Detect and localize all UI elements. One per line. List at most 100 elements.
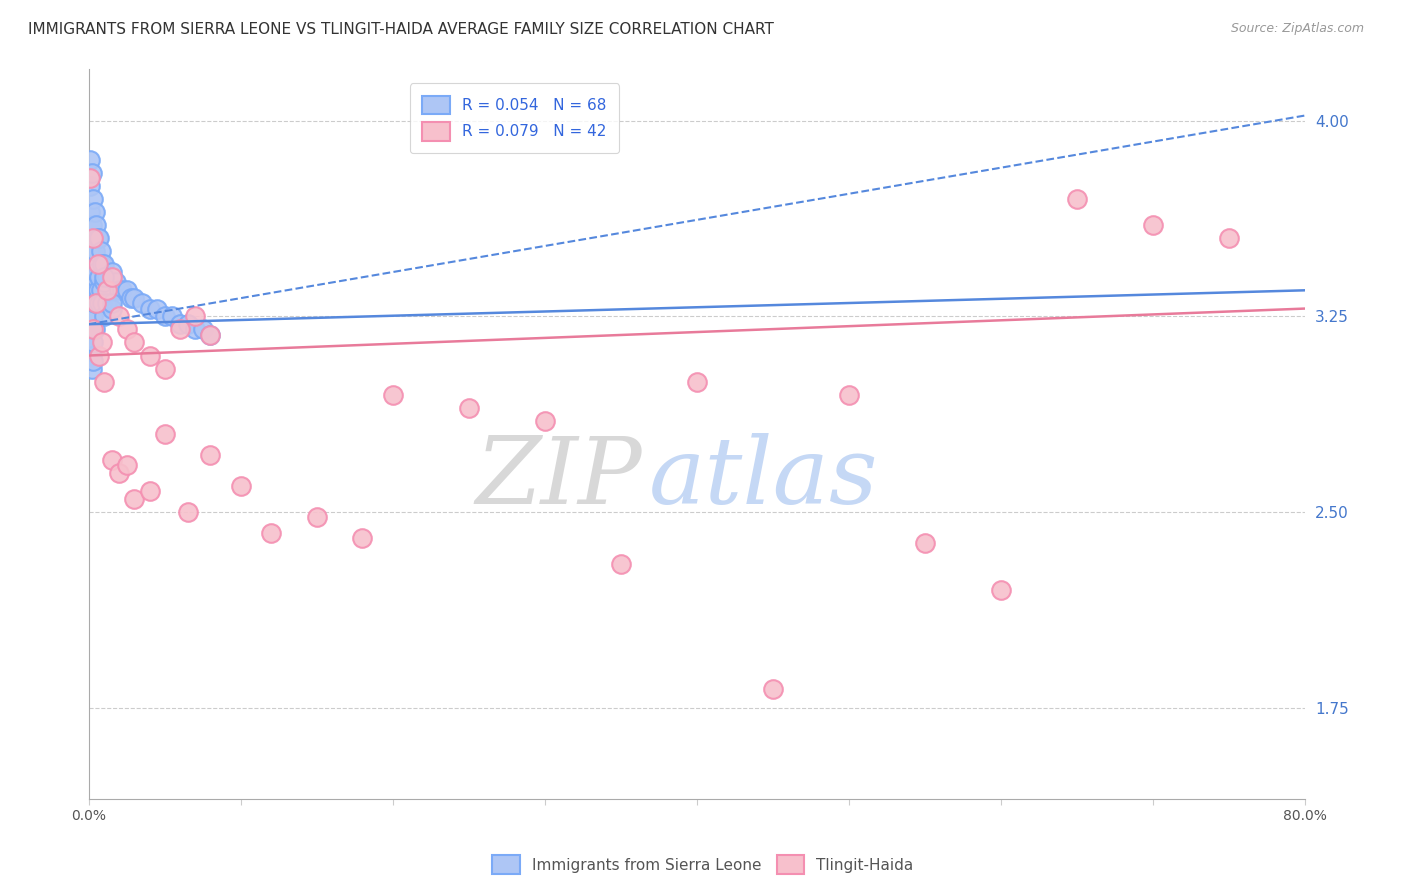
- Point: [93, 276, 115, 290]
- Point: [82, 353, 104, 368]
- Point: [83, 296, 105, 310]
- Point: [162, 310, 184, 324]
- Point: [153, 310, 176, 324]
- Point: [184, 310, 207, 324]
- Point: [115, 283, 138, 297]
- Point: [89, 270, 111, 285]
- Text: Source: ZipAtlas.com: Source: ZipAtlas.com: [1230, 22, 1364, 36]
- Point: [124, 335, 146, 350]
- Point: [83, 205, 105, 219]
- Point: [381, 387, 404, 401]
- Point: [534, 414, 557, 428]
- Point: [82, 283, 104, 297]
- Point: [79, 296, 101, 310]
- Point: [100, 301, 122, 316]
- Point: [96, 283, 118, 297]
- Point: [79, 178, 101, 193]
- Point: [79, 153, 101, 167]
- Point: [82, 192, 104, 206]
- Point: [138, 301, 160, 316]
- Point: [80, 349, 103, 363]
- Point: [82, 231, 104, 245]
- Point: [93, 257, 115, 271]
- Point: [124, 291, 146, 305]
- Point: [79, 310, 101, 324]
- Point: [146, 301, 169, 316]
- Point: [120, 291, 142, 305]
- Point: [108, 310, 131, 324]
- Point: [79, 244, 101, 259]
- Point: [131, 296, 153, 310]
- Point: [990, 583, 1012, 598]
- Legend: Immigrants from Sierra Leone, Tlingit-Haida: Immigrants from Sierra Leone, Tlingit-Ha…: [486, 849, 920, 880]
- Point: [762, 682, 785, 697]
- Point: [93, 310, 115, 324]
- Point: [79, 205, 101, 219]
- Point: [80, 244, 103, 259]
- Point: [91, 335, 114, 350]
- Point: [79, 322, 101, 336]
- Point: [83, 270, 105, 285]
- Point: [176, 317, 198, 331]
- Point: [82, 231, 104, 245]
- Point: [838, 387, 860, 401]
- Point: [80, 361, 103, 376]
- Point: [87, 283, 110, 297]
- Point: [93, 270, 115, 285]
- Point: [191, 322, 214, 336]
- Point: [86, 218, 108, 232]
- Point: [100, 265, 122, 279]
- Text: IMMIGRANTS FROM SIERRA LEONE VS TLINGIT-HAIDA AVERAGE FAMILY SIZE CORRELATION CH: IMMIGRANTS FROM SIERRA LEONE VS TLINGIT-…: [28, 22, 773, 37]
- Point: [108, 466, 131, 480]
- Point: [96, 270, 118, 285]
- Point: [1142, 218, 1164, 232]
- Point: [260, 525, 283, 540]
- Point: [80, 335, 103, 350]
- Point: [610, 558, 633, 572]
- Point: [138, 349, 160, 363]
- Point: [153, 426, 176, 441]
- Point: [80, 166, 103, 180]
- Point: [79, 257, 101, 271]
- Point: [80, 310, 103, 324]
- Point: [115, 458, 138, 472]
- Text: ZIP: ZIP: [475, 433, 643, 523]
- Point: [169, 317, 191, 331]
- Point: [82, 335, 104, 350]
- Point: [176, 505, 198, 519]
- Point: [91, 257, 114, 271]
- Point: [86, 296, 108, 310]
- Text: atlas: atlas: [648, 433, 877, 523]
- Point: [89, 296, 111, 310]
- Point: [352, 531, 374, 545]
- Point: [200, 448, 222, 462]
- Point: [86, 265, 108, 279]
- Point: [229, 479, 252, 493]
- Point: [80, 218, 103, 232]
- Point: [89, 349, 111, 363]
- Legend: R = 0.054   N = 68, R = 0.079   N = 42: R = 0.054 N = 68, R = 0.079 N = 42: [411, 84, 619, 153]
- Point: [80, 283, 103, 297]
- Point: [105, 276, 128, 290]
- Point: [184, 322, 207, 336]
- Point: [79, 270, 101, 285]
- Point: [96, 296, 118, 310]
- Point: [200, 327, 222, 342]
- Point: [686, 375, 709, 389]
- Point: [153, 361, 176, 376]
- Point: [79, 283, 101, 297]
- Point: [138, 484, 160, 499]
- Point: [100, 453, 122, 467]
- Point: [82, 322, 104, 336]
- Point: [89, 231, 111, 245]
- Point: [457, 401, 479, 415]
- Point: [86, 296, 108, 310]
- Point: [87, 257, 110, 271]
- Point: [914, 536, 936, 550]
- Point: [80, 270, 103, 285]
- Point: [91, 296, 114, 310]
- Point: [83, 322, 105, 336]
- Point: [1066, 192, 1088, 206]
- Point: [1218, 231, 1240, 245]
- Point: [169, 322, 191, 336]
